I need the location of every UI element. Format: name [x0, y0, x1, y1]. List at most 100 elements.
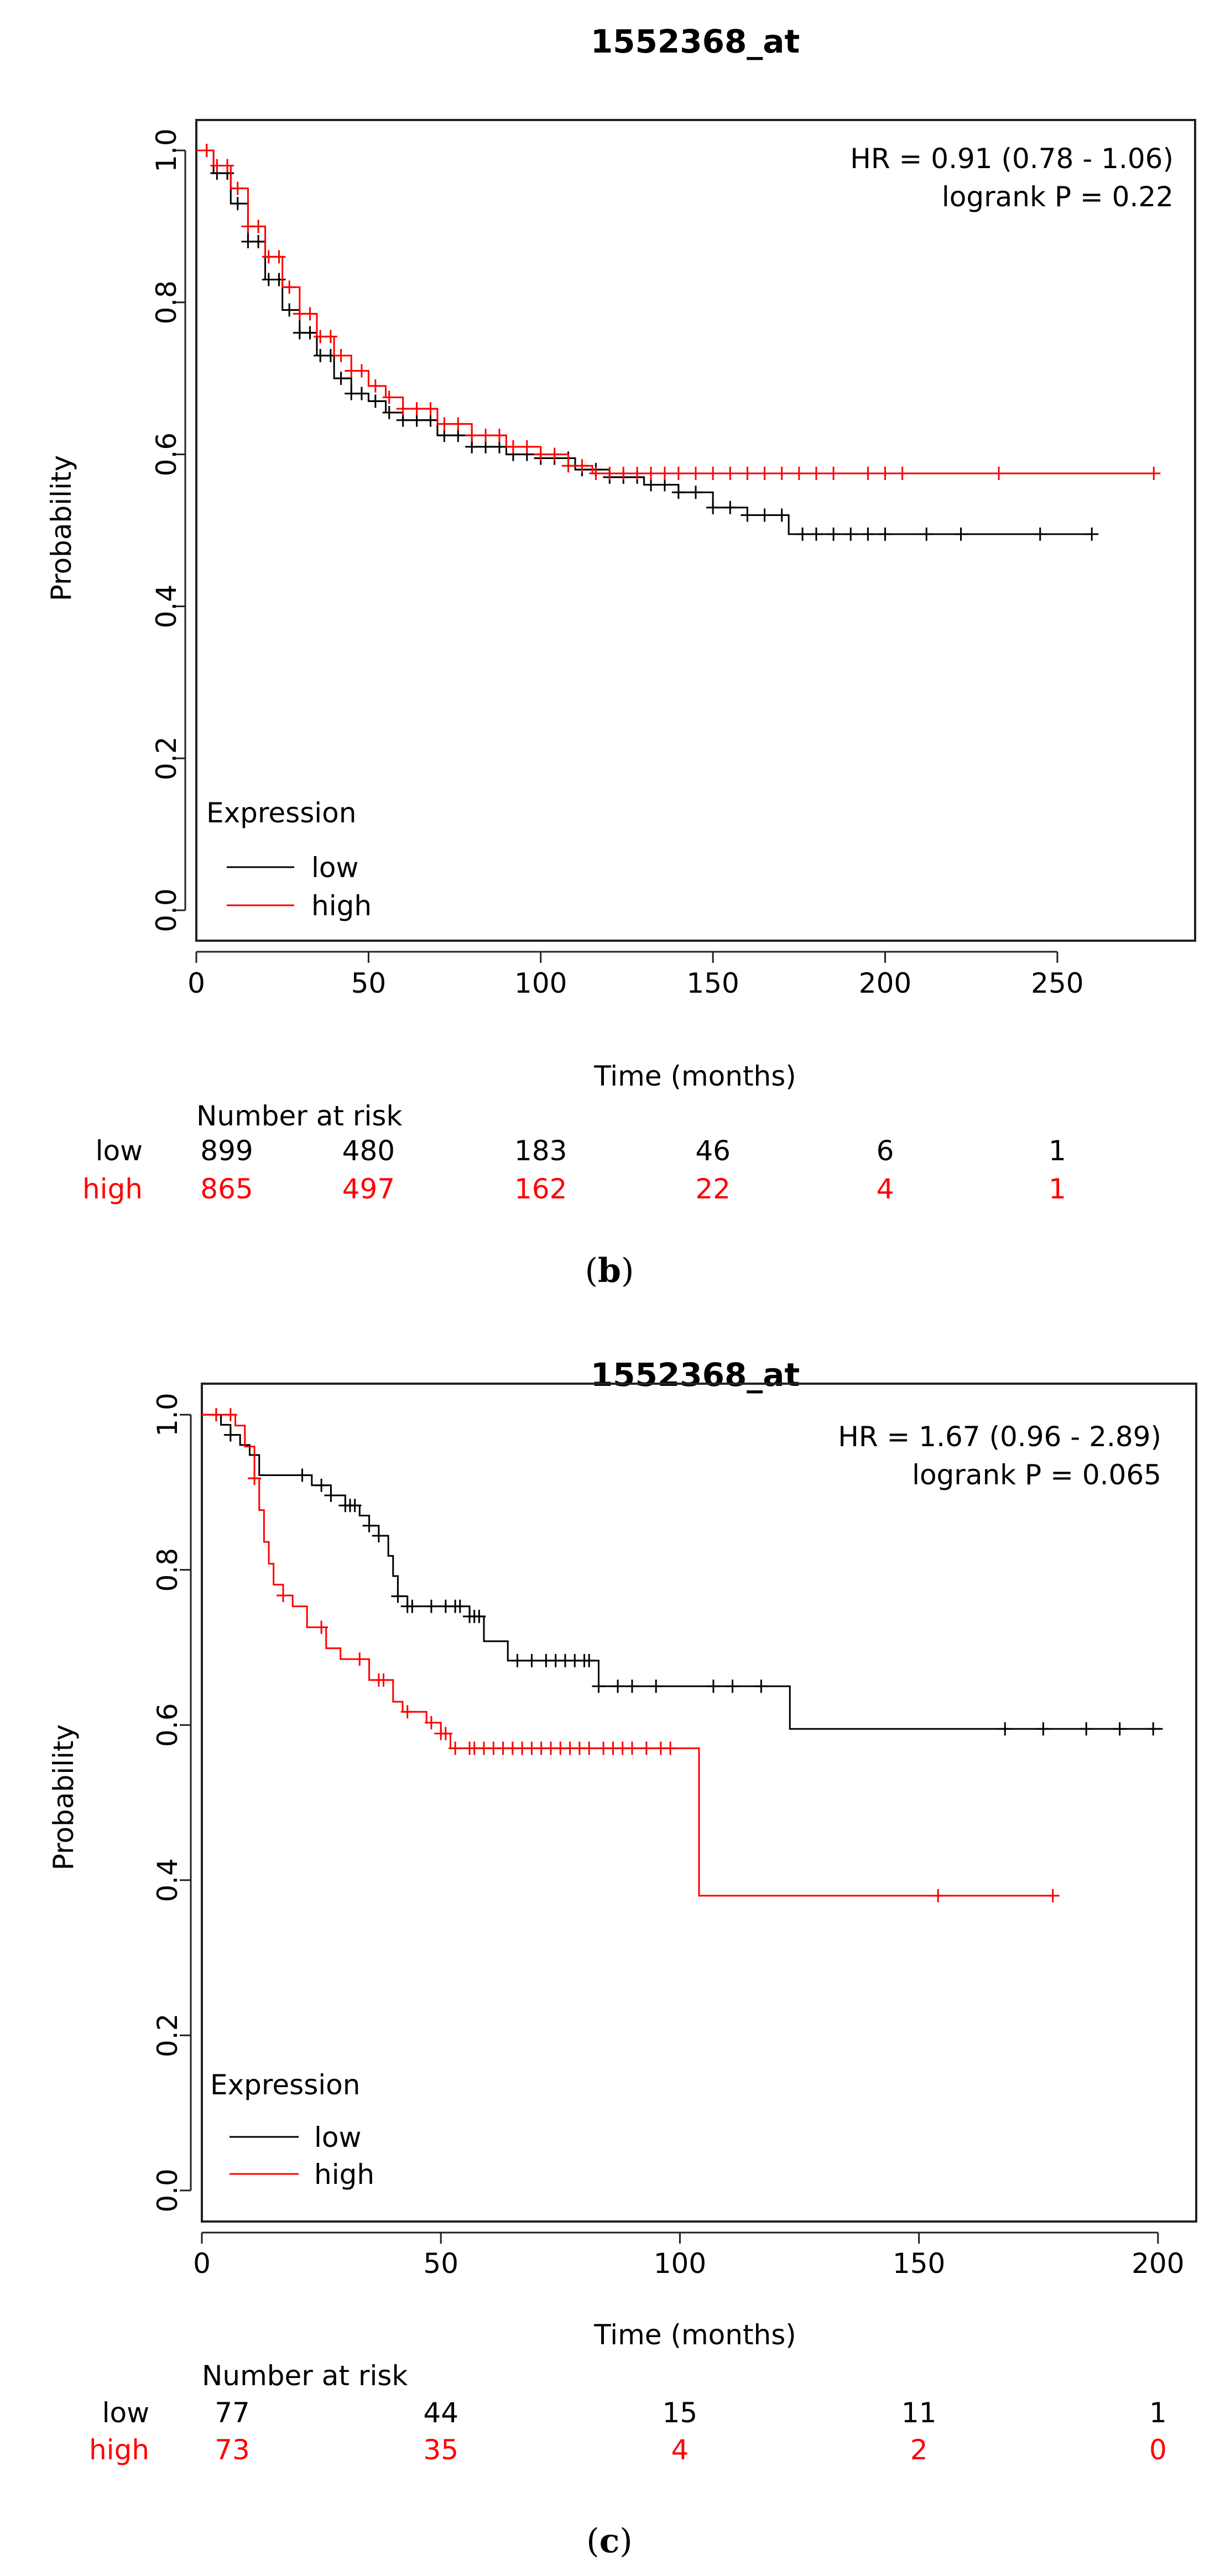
- panel-c-y-tick-label: 0.8: [152, 1548, 184, 1592]
- panel-c-curves: [202, 1408, 1163, 1902]
- panel-b-high-censor-mark: [723, 466, 737, 480]
- panel-c-low-censor-mark: [372, 1529, 385, 1542]
- panel-b-low-censor-mark: [658, 478, 671, 492]
- panel-b-high-censor-mark: [861, 466, 875, 480]
- panel-c-risk-count-low: 77: [215, 2397, 250, 2429]
- panel-b-high-censor-mark: [382, 390, 396, 404]
- panel-b-title: 1552368_at: [591, 23, 800, 60]
- panel-c-y-label: Probability: [48, 1724, 80, 1870]
- panel-c-low-censor-mark: [592, 1680, 606, 1693]
- panel-b-high-censor-mark: [354, 364, 368, 378]
- panel-c-y-tick-label: 0.0: [152, 2168, 184, 2213]
- panel-b-high-censor-mark: [424, 402, 437, 416]
- panel-b-high-censor-mark: [992, 466, 1006, 480]
- panel-c-risk-count-low: 44: [423, 2397, 458, 2429]
- panel-b-label: (b): [585, 1252, 634, 1290]
- panel-b-high-censor-mark: [324, 330, 337, 343]
- panel-b-high-censor-mark: [334, 348, 348, 362]
- panel-c-x-tick-label: 100: [654, 2248, 706, 2280]
- panel-c-y-axis: 0.0 0.2 0.4 0.6 0.8 1.0: [152, 1393, 192, 2213]
- panel-b-high-censor-mark: [827, 466, 841, 480]
- panel-c-high-censor-mark: [625, 1741, 639, 1755]
- panel-c-risk-count-low: 11: [901, 2397, 937, 2429]
- panel-b-low-censor-mark: [706, 500, 720, 514]
- panel-b-low-censor-mark: [954, 527, 968, 541]
- panel-c-legend-label-high: high: [314, 2158, 374, 2191]
- panel-b-high-censor-mark: [437, 417, 451, 431]
- panel-b-risk-count-low: 1: [1049, 1135, 1066, 1167]
- panel-b-risk-count-low: 480: [342, 1135, 395, 1167]
- panel-c-x-tick-label: 0: [193, 2248, 211, 2280]
- panel-b-low-censor-mark: [775, 508, 789, 522]
- panel-b-legend: Expression low high: [206, 797, 372, 922]
- panel-c-high-censor-mark: [664, 1741, 677, 1755]
- panel-c-high-censor-mark: [424, 1716, 438, 1730]
- panel-b-y-axis: 0.0 0.2 0.4 0.6 0.8 1.0: [150, 128, 186, 932]
- panel-b-high-censor-mark: [479, 429, 493, 442]
- panel-b-low-censor-mark: [465, 440, 479, 453]
- panel-c-low-censor-mark: [1036, 1722, 1050, 1736]
- panel-b-high-censor-mark: [252, 220, 265, 233]
- panel-b-high-censor-mark: [775, 466, 789, 480]
- panel-c-high-censor-mark: [248, 1472, 262, 1485]
- panel-b-y-tick-label: 0.6: [150, 432, 183, 477]
- panel-c-legend-label-low: low: [314, 2121, 361, 2153]
- panel-b-risk-count-high: 4: [877, 1173, 894, 1205]
- panel-c-low-censor-mark: [315, 1478, 329, 1492]
- panel-b-low-censor-mark: [382, 406, 396, 420]
- panel-c-risk-count-high: 0: [1149, 2434, 1167, 2466]
- panel-c-x-tick-label: 200: [1132, 2248, 1184, 2280]
- panel-b-high-censor-mark: [493, 429, 507, 442]
- panel-b-risk-count-high: 865: [200, 1173, 253, 1205]
- panel-c-high-censor-mark: [223, 1408, 237, 1422]
- panel-c-risk-count-high: 4: [671, 2434, 689, 2466]
- panel-c-hr-text: HR = 1.67 (0.96 - 2.89): [838, 1421, 1161, 1453]
- panel-c-plot-frame: [201, 1383, 1197, 2223]
- panel-b-y-tick-label: 0.0: [150, 888, 183, 932]
- panel-b-x-tick-label: 0: [187, 967, 205, 999]
- panel-c-high-censor-mark: [439, 1727, 452, 1740]
- panel-b-risk-table: Number at risk low high 899 480 183 46 6 1 865…: [82, 1100, 1066, 1205]
- panel-c-y-tick-label: 0.2: [152, 2014, 184, 2058]
- panel-b-low-censor-mark: [272, 273, 286, 286]
- panel-b-risk-count-low: 899: [200, 1135, 253, 1167]
- panel-c-high-censor-mark: [209, 1408, 223, 1422]
- panel-b-legend-label-low: low: [311, 852, 358, 884]
- panel-b-y-tick-label: 1.0: [150, 128, 183, 173]
- panel-b-high-censor-mark: [368, 379, 382, 393]
- panel-b-low-censor-mark: [1085, 527, 1099, 541]
- panel-b-high-censor-mark: [272, 250, 286, 264]
- panel-b-high-censor-mark: [658, 466, 671, 480]
- panel-b-high-censor-mark: [741, 466, 754, 480]
- panel-c-x-tick-label: 50: [423, 2248, 458, 2280]
- panel-c-low-censor-mark: [1080, 1722, 1093, 1736]
- panel-b-plot-frame: [195, 119, 1196, 942]
- panel-b-risk-count-high: 1: [1049, 1173, 1066, 1205]
- panel-b-high-censor-mark: [644, 466, 658, 480]
- panel-b-low-censor-mark: [303, 326, 317, 340]
- panel-c-low-censor-mark: [1113, 1722, 1127, 1736]
- panel-b-y-tick-label: 0.4: [150, 585, 183, 629]
- panel-b-low-censor-mark: [758, 508, 771, 522]
- panel-b-low-censor-mark: [334, 372, 348, 385]
- panel-b-chart: 1552368_at 0 50 100 150 200 250 0.00.20.40.60…: [45, 23, 1196, 1290]
- panel-c-label: (c): [586, 2522, 632, 2561]
- panel-c-low-censor-mark: [1146, 1722, 1160, 1736]
- panel-c-low-censor-mark: [649, 1680, 663, 1693]
- panel-b-low-censor-mark: [861, 527, 875, 541]
- panel-b-x-tick-label: 150: [686, 967, 739, 999]
- panel-b-y-tick-label: 0.8: [150, 280, 183, 325]
- panel-b-low-censor-mark: [231, 197, 244, 211]
- panel-c-low-censor-mark: [582, 1654, 596, 1667]
- panel-c-title: 1552368_at: [591, 1356, 800, 1394]
- panel-b-high-censor-mark: [603, 466, 617, 480]
- panel-b-low-censor-mark: [809, 527, 823, 541]
- panel-b-high-censor-mark: [451, 417, 465, 431]
- panel-b-high-censor-mark: [1147, 466, 1161, 480]
- panel-c-risk-label-low: low: [102, 2397, 149, 2429]
- panel-b-low-censor-mark: [827, 527, 841, 541]
- panel-b-low-censor-mark: [1033, 527, 1047, 541]
- panel-c-legend: Expression low high: [210, 2069, 374, 2191]
- panel-b-low-censor-mark: [689, 486, 702, 499]
- panel-b-x-tick-label: 100: [514, 967, 567, 999]
